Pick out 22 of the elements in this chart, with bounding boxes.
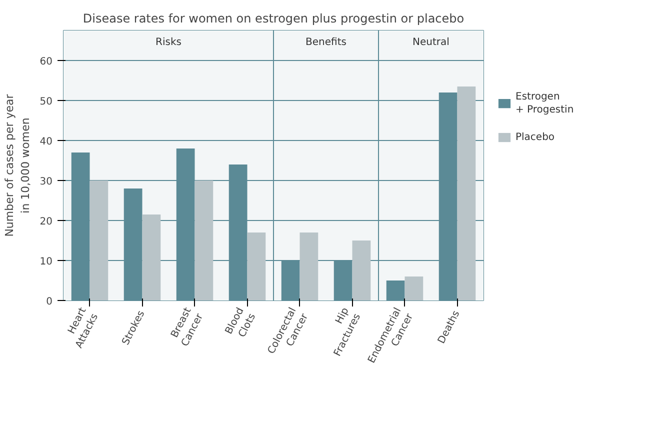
bar	[247, 232, 266, 300]
band-label: Neutral	[412, 37, 450, 48]
legend-label: Estrogen + Progestin	[516, 91, 574, 116]
y-tick-label: 20	[40, 216, 53, 228]
y-tick-label: 40	[40, 136, 53, 148]
band-label: Risks	[156, 37, 182, 48]
bar	[300, 232, 318, 300]
bar	[142, 214, 161, 300]
y-tick-label: 0	[46, 296, 53, 308]
legend-label: Placebo	[516, 132, 555, 144]
band-label: Benefits	[306, 37, 346, 48]
chart-title: Disease rates for women on estrogen plus progestin or placebo	[82, 12, 464, 26]
y-tick-label: 60	[40, 56, 53, 68]
bar	[194, 180, 214, 300]
y-axis-title: Number of cases per year in 10,000 women	[3, 94, 32, 237]
bar	[90, 180, 108, 300]
y-tick-label: 30	[40, 176, 53, 188]
bar	[404, 276, 424, 300]
y-tick-label: 50	[40, 96, 53, 108]
bar	[457, 86, 476, 300]
bar	[352, 240, 371, 300]
y-tick-label: 10	[40, 256, 53, 268]
